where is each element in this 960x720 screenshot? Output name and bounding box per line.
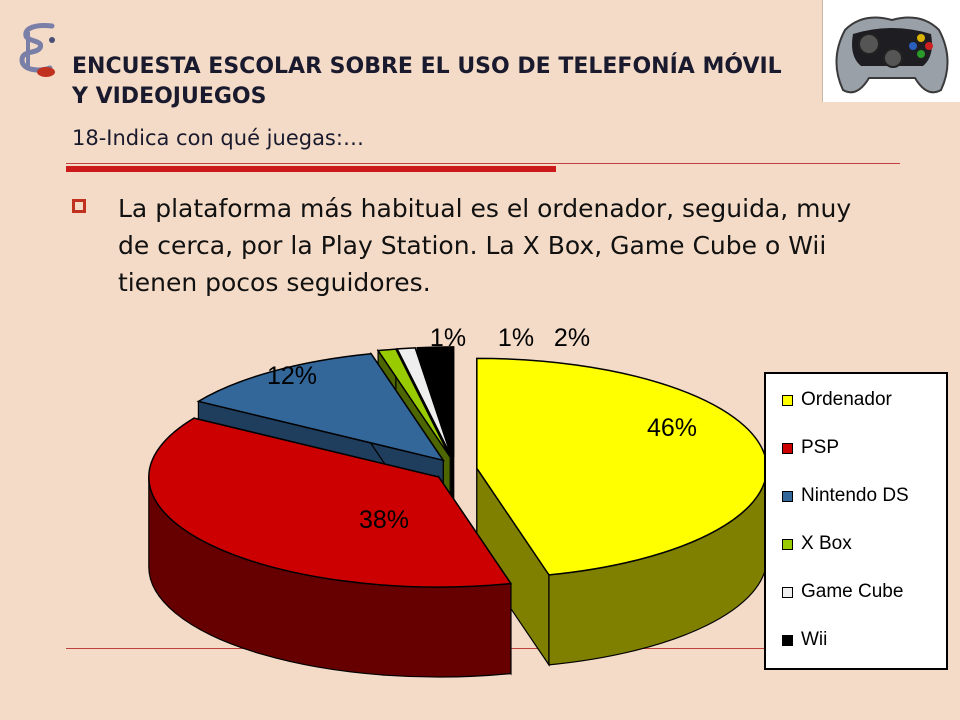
pie-slice-top	[148, 417, 513, 588]
pie-slice-top	[396, 347, 453, 458]
controller-image	[822, 0, 960, 102]
data-label-game-cube: 1%	[498, 324, 534, 352]
legend-item-x-box: X Box	[782, 530, 852, 558]
pie-slice-psp	[148, 417, 513, 678]
legend-item-psp: PSP	[782, 434, 839, 462]
legend-swatch	[782, 586, 793, 598]
legend-swatch	[782, 538, 793, 550]
data-label-nintendo-ds: 12%	[267, 362, 317, 390]
stylized-e-logo-icon	[19, 23, 55, 77]
legend-item-wii: Wii	[782, 626, 827, 654]
legend-label: X Box	[801, 533, 852, 554]
legend-label: Ordenador	[801, 389, 892, 410]
legend-swatch	[782, 634, 793, 646]
page-subtitle: 18-Indica con qué juegas:…	[72, 126, 364, 150]
legend-item-nintendo-ds: Nintendo DS	[782, 482, 909, 510]
pie-slice-top	[416, 346, 455, 458]
data-label-wii: 2%	[554, 324, 590, 352]
page-title: ENCUESTA ESCOLAR SOBRE EL USO DE TELEFON…	[72, 54, 782, 109]
pie-slice-ordenador	[476, 357, 768, 667]
legend-swatch	[782, 490, 793, 502]
data-label-psp: 38%	[359, 506, 409, 534]
legend-label: Wii	[801, 629, 828, 650]
pie-slice-top	[376, 348, 451, 458]
data-label-ordenador: 46%	[647, 414, 697, 442]
data-label-x-box: 1%	[430, 324, 466, 352]
legend-item-ordenador: Ordenador	[782, 386, 892, 414]
legend-label: PSP	[801, 437, 840, 458]
legend-item-game-cube: Game Cube	[782, 578, 903, 606]
header-divider-accent	[66, 166, 556, 172]
gamepad-icon	[835, 16, 949, 94]
header-divider-thin	[66, 163, 900, 164]
legend-swatch	[782, 394, 793, 406]
legend-label: Game Cube	[801, 581, 904, 602]
legend-label: Nintendo DS	[801, 485, 909, 506]
chart-legend: Ordenador PSP Nintendo DS X Box Game Cube Wii	[764, 372, 948, 670]
bullet-text: La plataforma más habitual es el ordenad…	[118, 194, 852, 297]
pie-slice-top	[196, 352, 445, 462]
bullet-square-icon	[72, 199, 86, 213]
legend-swatch	[782, 442, 793, 454]
